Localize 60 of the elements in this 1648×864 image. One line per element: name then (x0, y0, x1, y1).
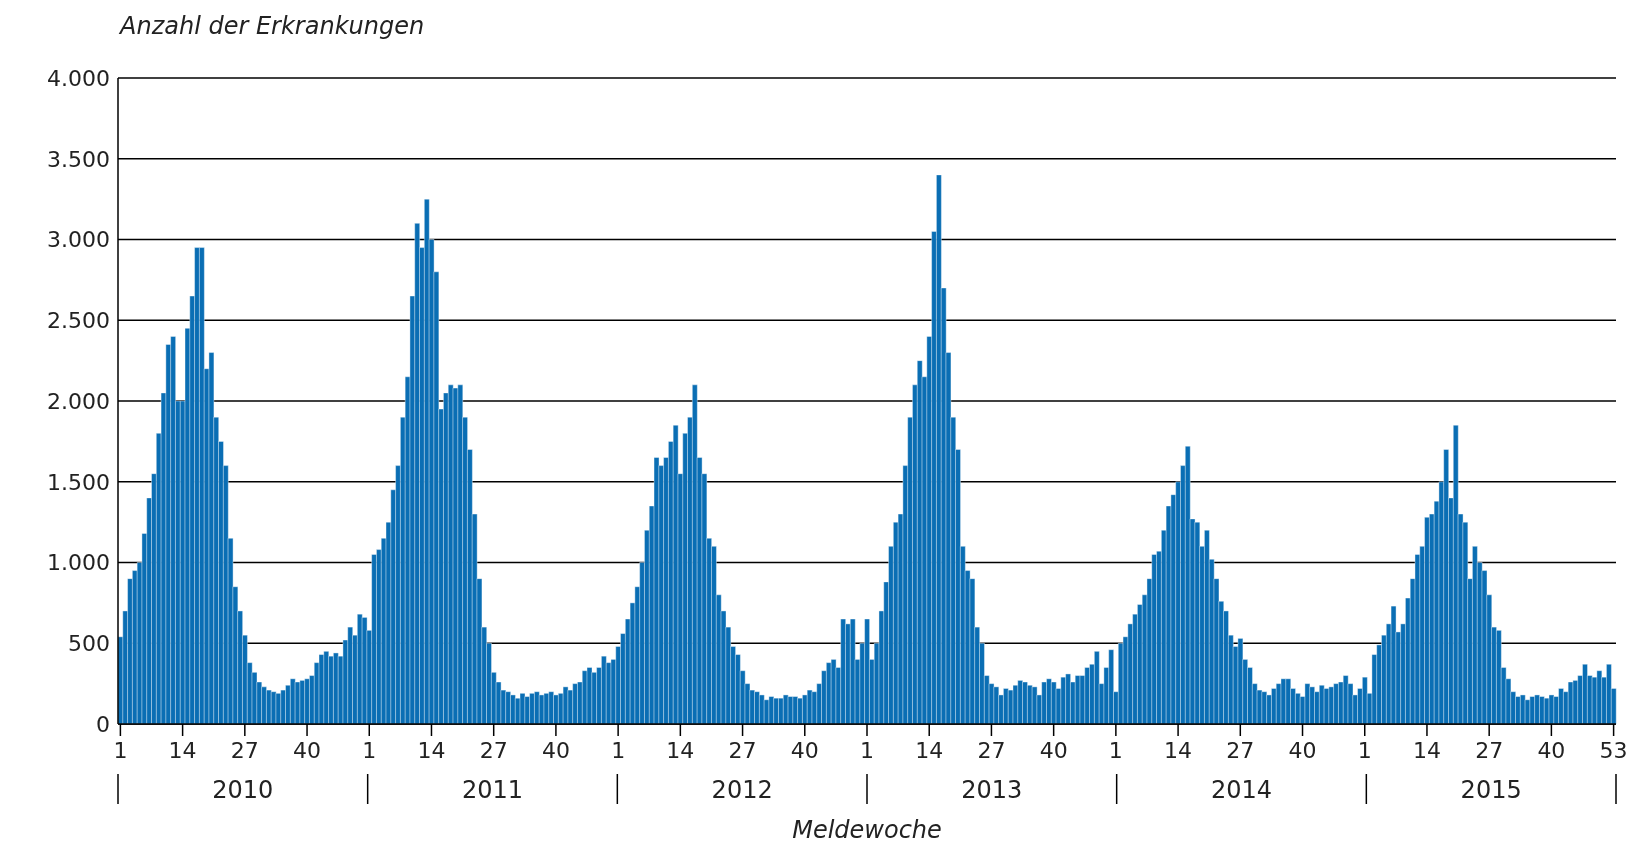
y-tick-label: 3.000 (47, 227, 110, 253)
x-tick-label: 1 (611, 738, 626, 763)
text: 2011 (460, 776, 524, 804)
bar (1323, 688, 1330, 724)
y-tick-label: 4.000 (47, 65, 110, 91)
y-tick-label: 0 (96, 711, 110, 737)
bar (562, 686, 569, 724)
x-tick-label: 27 (230, 738, 259, 763)
x-tick-label: 1 (113, 738, 128, 763)
x-tick-label: 14 (666, 738, 695, 763)
x-tick-label: 1 (1108, 738, 1123, 763)
bar (543, 693, 550, 724)
bar (1567, 681, 1574, 724)
x-tick-label: 40 (293, 738, 322, 763)
x-tick-label: 1 (1357, 738, 1372, 763)
y-tick-label: 2.000 (47, 388, 110, 414)
x-tick-label: 14 (915, 738, 944, 763)
y-tick-label: 3.500 (47, 146, 110, 172)
x-tick-label: 27 (1226, 738, 1255, 763)
text: 2010 (211, 776, 275, 804)
x-tick-label: 40 (1288, 738, 1317, 763)
bar (294, 681, 301, 724)
bar (361, 617, 368, 724)
bar (318, 654, 325, 724)
bar (1390, 605, 1397, 724)
x-tick-label: 40 (790, 738, 819, 763)
x-tick-label: 27 (728, 738, 757, 763)
x-tick-label: 1 (860, 738, 874, 763)
x-tick-label: 14 (1412, 738, 1441, 763)
bar (1548, 694, 1555, 724)
bar (1280, 678, 1287, 724)
x-tick-label: 1 (362, 738, 377, 763)
y-axis-title: Anzahl der Erkrankungen (120, 12, 425, 40)
x-tick-label: 27 (977, 738, 1006, 763)
x-tick-label: 14 (417, 738, 446, 763)
bar (275, 693, 282, 724)
bar (519, 693, 526, 724)
y-tick-label: 1.500 (47, 469, 110, 495)
text: 2015 (1459, 776, 1523, 804)
bar (586, 667, 593, 724)
x-axis-title: Meldewoche (791, 816, 943, 844)
x-tick-label: 14 (168, 738, 197, 763)
bar (653, 457, 660, 724)
bar (452, 387, 459, 724)
y-tick-label: 500 (68, 631, 110, 657)
x-tick-label: 27 (479, 738, 508, 763)
y-tick-label: 1.000 (47, 550, 110, 576)
y-tick-label: 2.500 (47, 308, 110, 334)
x-tick-label: 40 (1039, 738, 1068, 763)
x-tick-label: 27 (1475, 738, 1504, 763)
x-tick-label: 40 (541, 738, 570, 763)
x-tick-label: 40 (1537, 738, 1566, 763)
text: 2013 (960, 776, 1024, 804)
x-tick-label: 14 (1164, 738, 1193, 763)
bar (787, 696, 794, 724)
bar (830, 659, 837, 724)
text: 2014 (1209, 776, 1273, 804)
bar (1031, 686, 1038, 724)
x-tick-label: 53 (1599, 738, 1628, 763)
text: 2012 (710, 776, 774, 804)
